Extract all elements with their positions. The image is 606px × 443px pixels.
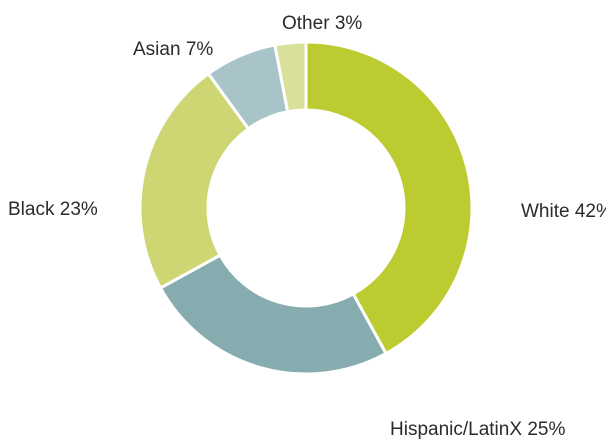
- segment-label: Asian 7%: [133, 39, 213, 60]
- segment-label: Hispanic/LatinX 25%: [390, 419, 565, 440]
- segment-label: Black 23%: [8, 199, 98, 220]
- category-name: Hispanic/LatinX: [390, 419, 522, 440]
- category-name: Asian: [133, 39, 181, 60]
- donut-segment: [138, 72, 250, 290]
- value-label: 25%: [527, 419, 565, 440]
- value-label: 3%: [335, 13, 363, 34]
- category-name: Other: [282, 13, 330, 34]
- value-label: 23%: [60, 199, 98, 220]
- value-label: 42%: [575, 201, 606, 222]
- donut-segment: [159, 253, 388, 376]
- segment-label: Other 3%: [282, 13, 362, 34]
- donut-segment: [273, 40, 308, 114]
- segment-label: White 42%: [521, 201, 606, 222]
- value-label: 7%: [186, 39, 214, 60]
- donut-segment: [304, 40, 474, 355]
- category-name: Black: [8, 199, 55, 220]
- category-name: White: [521, 201, 570, 222]
